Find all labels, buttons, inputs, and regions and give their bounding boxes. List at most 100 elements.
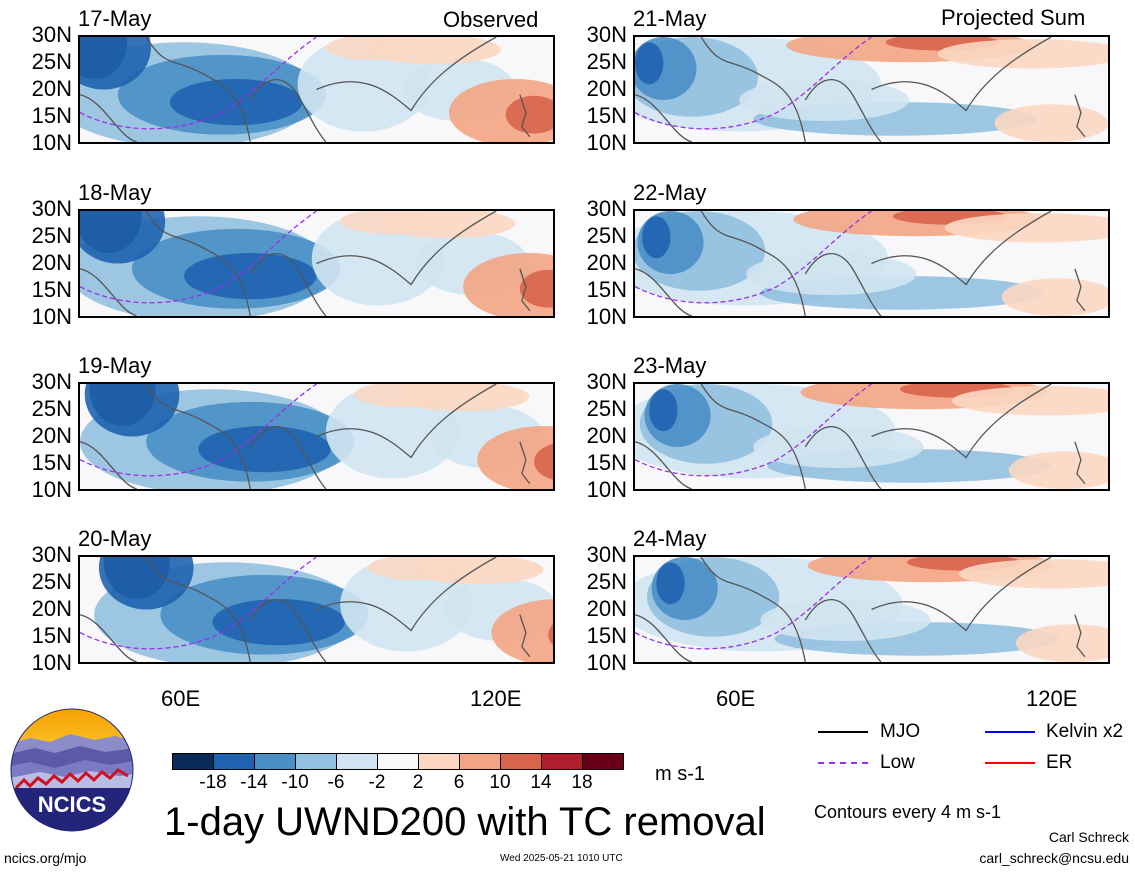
map-panel [78, 35, 555, 144]
lon-label-60e-left: 60E [161, 686, 201, 711]
lon-label-60e-right: 60E [716, 686, 756, 711]
colorbar-label: -10 [281, 772, 309, 793]
colorbar-label: -6 [327, 772, 345, 793]
lat-label: 15N [31, 450, 72, 475]
legend-low-label: Low [880, 752, 915, 773]
panel-date-18-may: 18-May [78, 180, 152, 205]
lat-label: 10N [586, 477, 627, 502]
lat-label: 30N [586, 196, 627, 221]
lat-label: 30N [31, 22, 72, 47]
legend-mjo-line [818, 731, 868, 733]
lat-label: 15N [586, 450, 627, 475]
panel-date-22-may: 22-May [633, 180, 707, 205]
ncics-logo: NCICS [10, 708, 134, 832]
lat-label: 25N [586, 396, 627, 421]
map-panel [78, 209, 555, 318]
colorbar-label: 2 [412, 772, 424, 793]
lat-label: 25N [31, 49, 72, 74]
legend-er-line [985, 762, 1035, 764]
lat-label: 25N [586, 223, 627, 248]
lat-label: 15N [586, 277, 627, 302]
colorbar-swatch [582, 753, 624, 770]
lat-label: 25N [31, 396, 72, 421]
lat-label: 20N [31, 76, 72, 101]
colorbar-swatch [500, 753, 542, 770]
lat-label: 20N [586, 423, 627, 448]
figure-title: 1-day UWND200 with TC removal [164, 800, 766, 844]
legend-low-line [818, 762, 868, 764]
map-panel [633, 209, 1110, 318]
panel-date-24-may: 24-May [633, 526, 707, 551]
colorbar-label: 6 [453, 772, 465, 793]
lat-label: 15N [31, 623, 72, 648]
lat-label: 10N [586, 650, 627, 675]
lat-label: 20N [31, 596, 72, 621]
panel-date-19-may: 19-May [78, 353, 152, 378]
legend-kelvin-line [985, 731, 1035, 733]
panel-date-20-may: 20-May [78, 526, 152, 551]
contour-note: Contours every 4 m s-1 [814, 802, 1002, 822]
lat-label: 25N [31, 223, 72, 248]
legend-kelvin-label: Kelvin x2 [1046, 721, 1124, 742]
colorbar-swatch [295, 753, 337, 770]
colorbar-swatch [541, 753, 583, 770]
lat-label: 30N [586, 369, 627, 394]
lat-label: 10N [31, 130, 72, 155]
colorbar-swatch [418, 753, 460, 770]
colorbar-swatch [459, 753, 501, 770]
footer-timestamp: Wed 2025-05-21 1010 UTC [500, 853, 623, 864]
lat-label: 20N [31, 423, 72, 448]
lat-label: 30N [31, 542, 72, 567]
lat-label: 20N [586, 76, 627, 101]
panel-date-21-may: 21-May [633, 6, 707, 31]
map-panel [78, 382, 555, 491]
projected-sum-header: Projected Sum [941, 5, 1086, 30]
lat-label: 15N [31, 277, 72, 302]
logo-text: NCICS [38, 792, 106, 817]
footer-email: carl_schreck@ncsu.edu [979, 850, 1129, 866]
colorbar-label: -18 [199, 772, 227, 793]
colorbar-swatch [254, 753, 296, 770]
lat-label: 10N [31, 477, 72, 502]
lat-label: 20N [586, 250, 627, 275]
colorbar-swatch [213, 753, 255, 770]
footer-url: ncics.org/mjo [4, 850, 87, 866]
lat-label: 15N [31, 103, 72, 128]
legend-mjo-label: MJO [880, 721, 921, 742]
map-panel [78, 555, 555, 664]
lat-label: 25N [586, 569, 627, 594]
colorbar-label: -14 [240, 772, 268, 793]
legend-er-label: ER [1046, 752, 1073, 773]
lat-label: 15N [586, 103, 627, 128]
lat-label: 10N [586, 304, 627, 329]
lat-label: 25N [31, 569, 72, 594]
colorbar-label: -2 [368, 772, 386, 793]
map-panel [633, 382, 1110, 491]
lat-label: 15N [586, 623, 627, 648]
lat-label: 30N [31, 196, 72, 221]
colorbar-label: 18 [571, 772, 593, 793]
observed-header: Observed [443, 7, 539, 32]
lat-label: 10N [31, 650, 72, 675]
panel-date-23-may: 23-May [633, 353, 707, 378]
map-panel [633, 555, 1110, 664]
panel-date-17-may: 17-May [78, 6, 152, 31]
lat-label: 20N [31, 250, 72, 275]
colorbar-label: 10 [489, 772, 511, 793]
colorbar-swatch [172, 753, 214, 770]
lat-label: 30N [586, 542, 627, 567]
lat-label: 10N [586, 130, 627, 155]
footer-author: Carl Schreck [1048, 829, 1129, 845]
map-panel [633, 35, 1110, 144]
lat-label: 20N [586, 596, 627, 621]
lat-label: 25N [586, 49, 627, 74]
lat-label: 30N [31, 369, 72, 394]
lat-label: 30N [586, 22, 627, 47]
lat-label: 10N [31, 304, 72, 329]
lon-label-120e-right: 120E [1026, 686, 1078, 711]
lon-label-120e-left: 120E [470, 686, 522, 711]
colorbar-units: m s-1 [655, 763, 705, 785]
colorbar-label: 14 [530, 772, 552, 793]
colorbar-swatch [336, 753, 378, 770]
colorbar-swatch [377, 753, 419, 770]
